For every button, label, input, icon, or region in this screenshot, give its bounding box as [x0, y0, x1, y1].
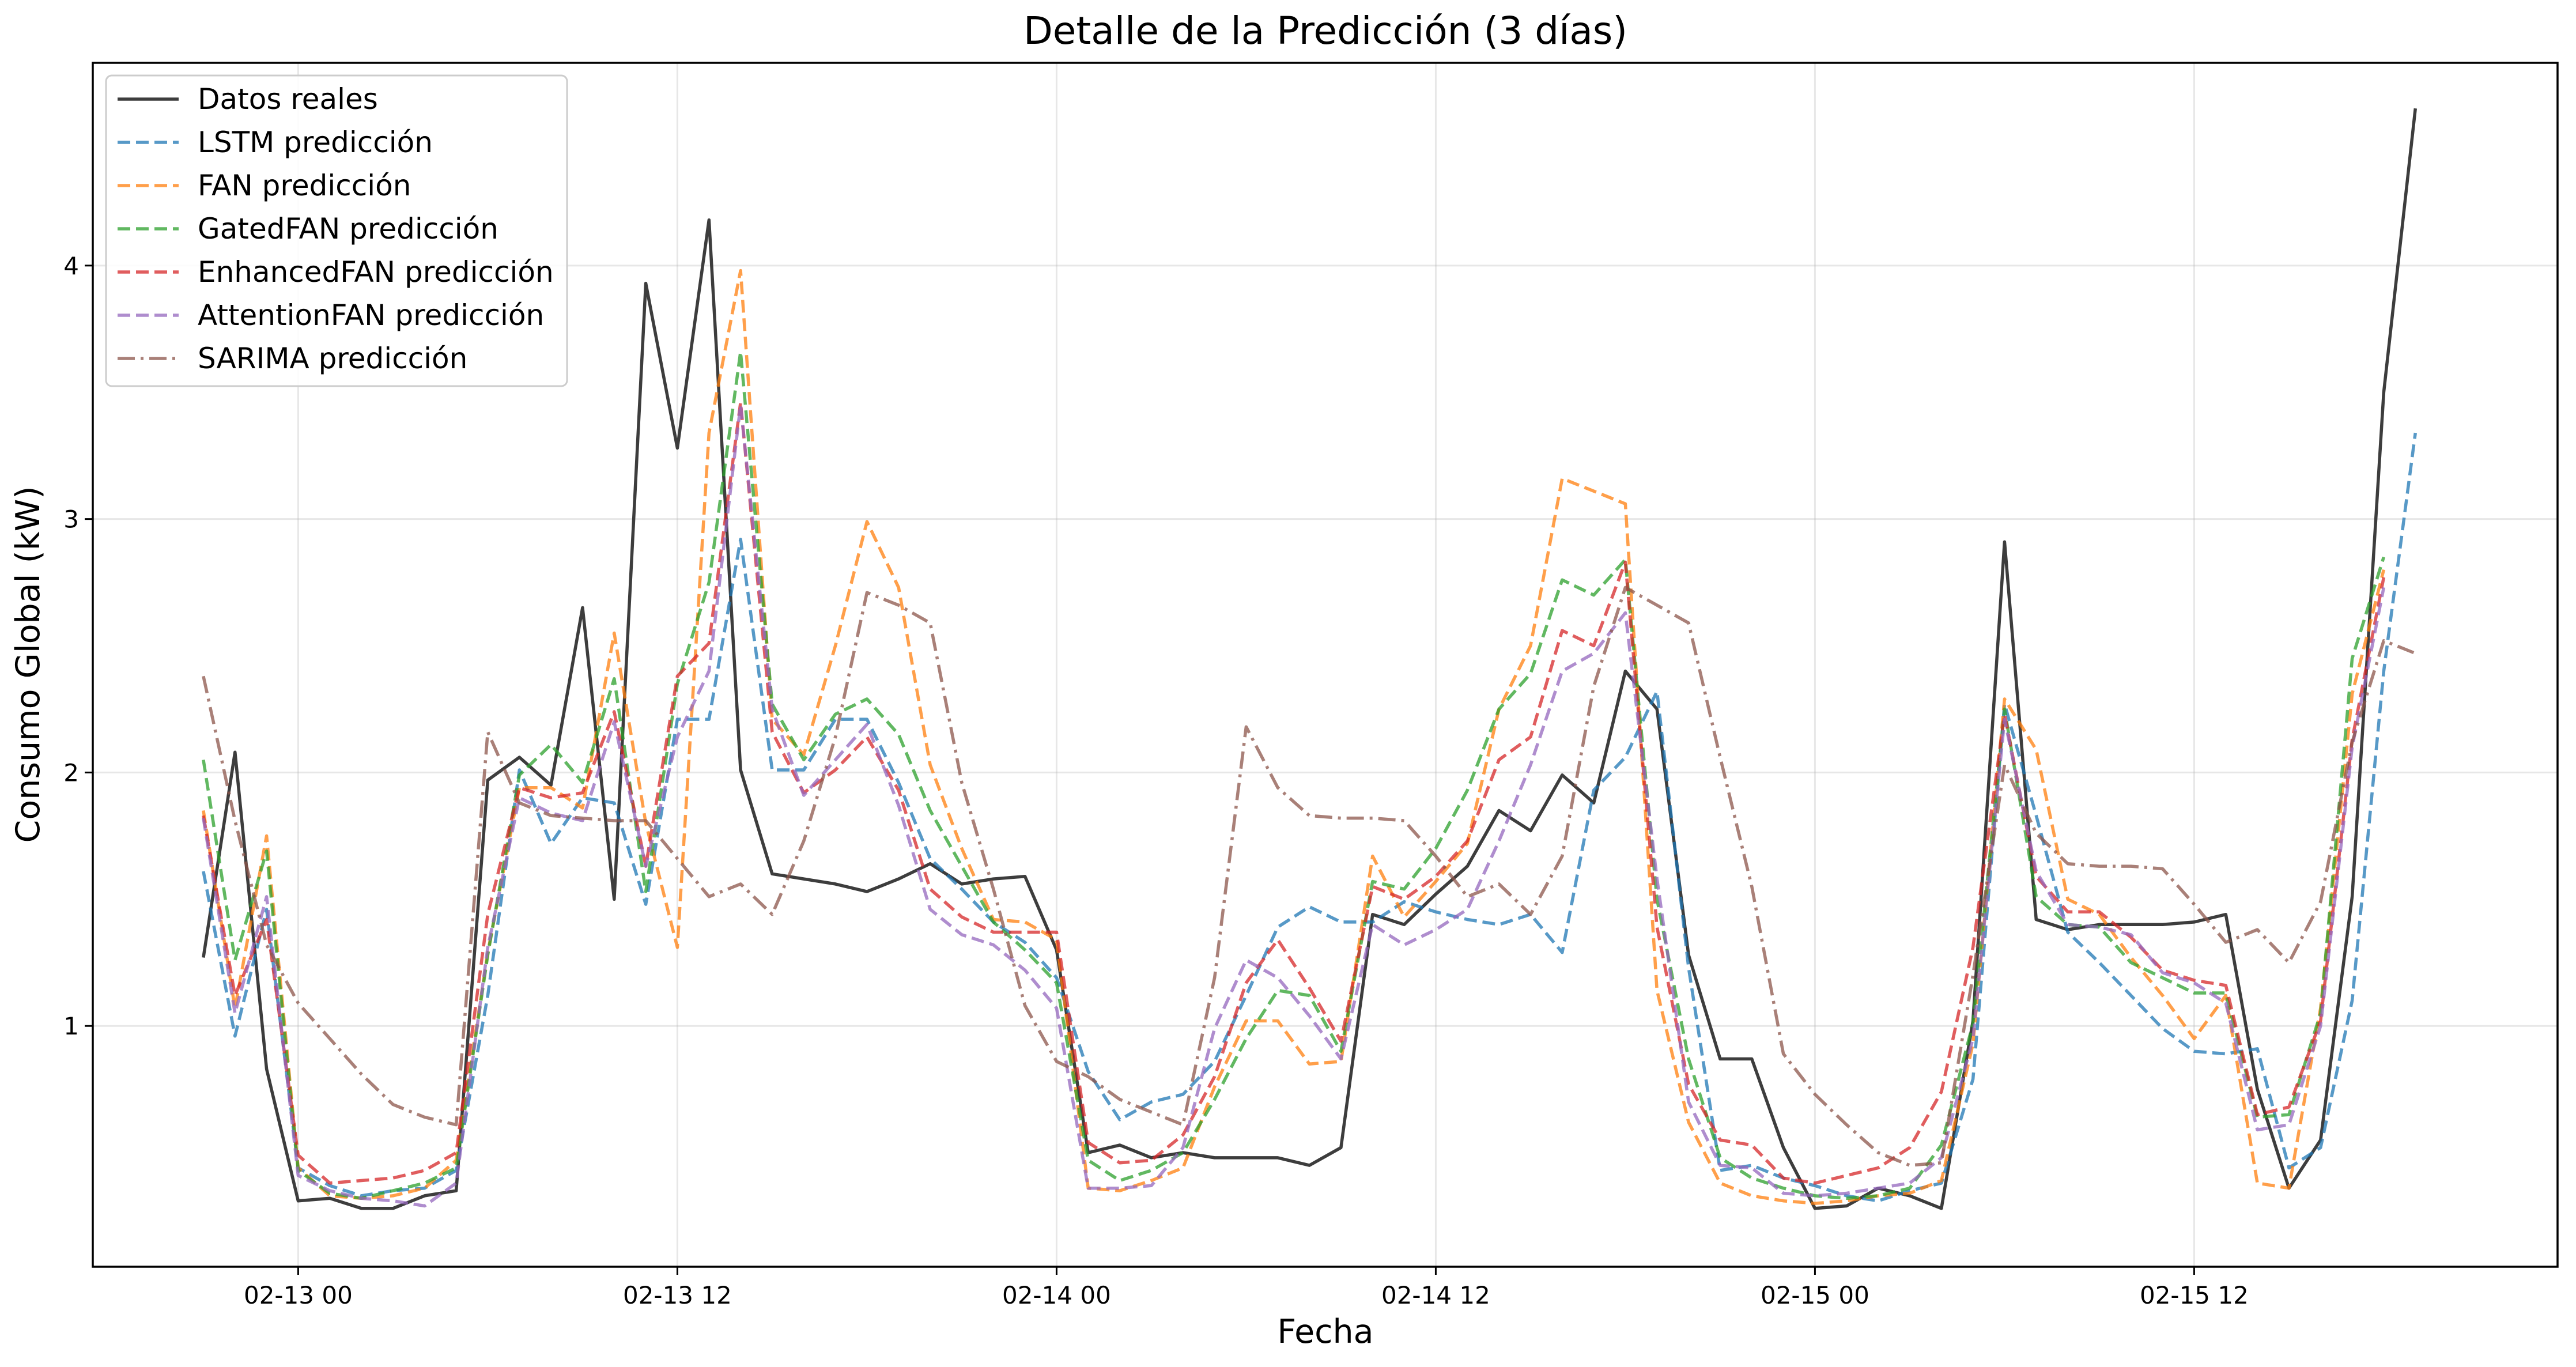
x-tick-label: 02-15 12 — [2140, 1281, 2249, 1309]
legend: Datos reales LSTM predicción FAN predicció… — [105, 74, 568, 387]
y-tick-label: 2 — [63, 758, 79, 787]
series-line-3 — [202, 350, 2386, 1200]
legend-label: LSTM predicción — [198, 126, 433, 159]
x-tick-label: 02-14 00 — [1002, 1281, 1111, 1309]
chart-title: Detalle de la Predicción (3 días) — [1023, 9, 1627, 53]
x-tick-label: 02-15 00 — [1761, 1281, 1869, 1309]
y-tick-label: 1 — [63, 1012, 79, 1040]
y-tick-label: 3 — [63, 505, 79, 534]
legend-label: FAN predicción — [198, 169, 411, 202]
x-tick-label: 02-13 12 — [623, 1281, 732, 1309]
x-tick-label: 02-13 00 — [244, 1281, 353, 1309]
legend-box — [105, 74, 568, 387]
y-tick-label: 4 — [63, 252, 79, 280]
plot-frame — [92, 62, 2559, 1268]
x-axis-ticks: 02-13 00 02-13 12 02-14 00 02-14 12 02-15 00… — [244, 1267, 2249, 1309]
grid-lines — [93, 63, 2558, 1267]
series-line-6 — [202, 586, 2416, 1167]
series-line-1 — [202, 432, 2418, 1203]
legend-label: EnhancedFAN predicción — [198, 255, 554, 289]
series-line-2 — [202, 269, 2386, 1205]
legend-label: AttentionFAN predicción — [198, 299, 544, 332]
legend-label: Datos reales — [198, 82, 378, 116]
series-group — [202, 108, 2418, 1210]
x-tick-label: 02-14 12 — [1381, 1281, 1490, 1309]
y-axis-label: Consumo Global (kW) — [9, 486, 47, 843]
legend-label: GatedFAN predicción — [198, 212, 498, 246]
series-line-0 — [202, 108, 2418, 1210]
x-axis-label: Fecha — [1277, 1313, 1373, 1351]
y-axis-ticks: 1 2 3 4 — [63, 252, 93, 1040]
legend-label: SARIMA predicción — [198, 342, 467, 375]
